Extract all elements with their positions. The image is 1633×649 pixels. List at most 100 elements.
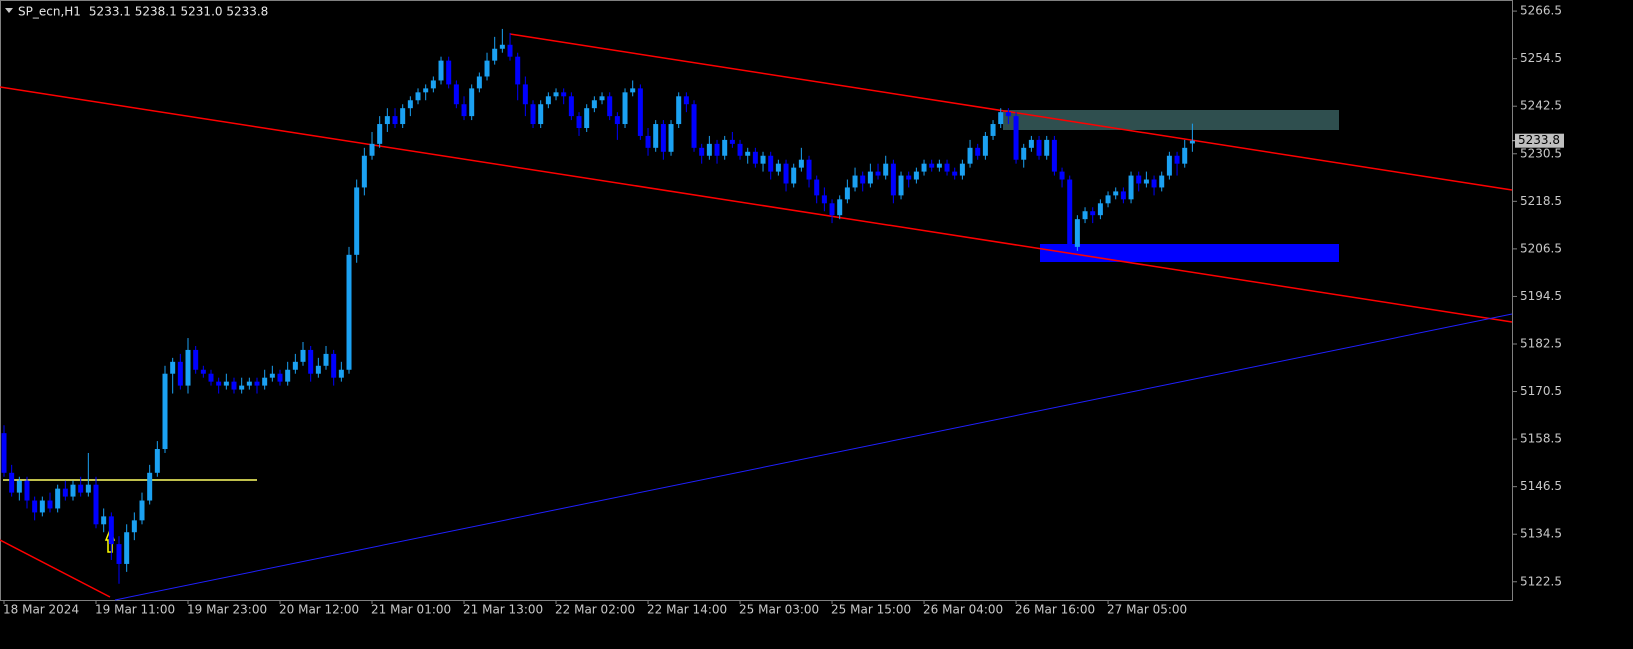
candle-body — [223, 381, 229, 386]
candle-body — [791, 167, 797, 184]
candle-body — [906, 175, 912, 180]
candle-body — [484, 60, 490, 77]
candle-body — [729, 139, 735, 144]
candle-body — [354, 187, 360, 255]
candle-body — [1105, 195, 1111, 204]
symbol-title: SP_ecn,H1 — [18, 5, 81, 19]
candle-body — [745, 151, 751, 156]
candle-body — [1, 433, 7, 473]
candle-body — [844, 187, 850, 200]
candle-body — [821, 195, 827, 204]
candle-body — [469, 88, 475, 117]
y-tick-label: 5242.5 — [1520, 99, 1562, 113]
candle-body — [346, 254, 352, 370]
candle-body — [875, 171, 881, 176]
y-tick-label: 5254.5 — [1520, 51, 1562, 65]
channel-lower — [0, 86, 1513, 323]
last-price-label: 5233.8 — [1518, 133, 1560, 147]
candle-body — [683, 96, 689, 105]
candle-body — [1021, 147, 1027, 160]
candle-body — [216, 381, 222, 386]
candle-body — [377, 124, 383, 144]
candle-body — [752, 151, 758, 164]
candle-body — [231, 381, 237, 390]
candle-body — [200, 369, 206, 374]
candle-body — [706, 143, 712, 156]
candle-body — [476, 76, 482, 89]
candle-body — [944, 163, 950, 172]
candle-body — [622, 92, 628, 125]
candle-body — [300, 349, 306, 362]
quote-text: 5233.1 5238.1 5231.0 5233.8 — [89, 5, 268, 19]
y-tick-label: 5134.5 — [1520, 527, 1562, 541]
candle-body — [637, 88, 643, 136]
y-tick-label: 5182.5 — [1520, 336, 1562, 350]
x-tick-label: 25 Mar 03:00 — [739, 603, 819, 617]
candle-body — [78, 484, 84, 493]
candle-body — [16, 480, 22, 493]
candle-body — [1013, 116, 1019, 160]
candle-body — [576, 116, 582, 129]
candle-body — [32, 500, 38, 513]
candle-body — [1136, 175, 1142, 184]
candle-body — [584, 108, 590, 129]
y-tick-label: 5194.5 — [1520, 289, 1562, 303]
candle-body — [959, 163, 965, 176]
candle-body — [407, 100, 413, 109]
candle-body — [55, 488, 61, 509]
candle-body — [737, 143, 743, 156]
candle-body — [446, 60, 452, 85]
candle-body — [890, 163, 896, 196]
x-tick-label: 19 Mar 11:00 — [95, 603, 175, 617]
candle-body — [852, 175, 858, 188]
candle-body — [591, 100, 597, 109]
y-tick-label: 5146.5 — [1520, 479, 1562, 493]
candle-body — [522, 84, 528, 105]
candle-body — [162, 373, 168, 450]
candle-body — [507, 44, 513, 57]
candle-body — [154, 449, 160, 473]
candle-body — [538, 104, 544, 125]
candle-body — [967, 147, 973, 164]
candle-body — [193, 349, 199, 370]
x-tick-label: 21 Mar 13:00 — [463, 603, 543, 617]
candle-body — [1151, 179, 1157, 188]
x-tick-label: 22 Mar 14:00 — [647, 603, 727, 617]
candle-body — [1166, 155, 1172, 176]
candle-body — [1189, 140, 1195, 144]
candle-body — [699, 147, 705, 156]
candle-body — [1059, 171, 1065, 180]
candle-body — [660, 124, 666, 152]
candle-body — [668, 124, 674, 152]
candle-body — [70, 484, 76, 497]
candle-body — [898, 175, 904, 196]
candle-body — [1051, 139, 1057, 172]
candle-body — [415, 92, 421, 101]
zone-resistance — [1003, 110, 1339, 130]
candle-body — [1028, 139, 1034, 148]
candle-body — [798, 159, 804, 168]
candle-body — [561, 92, 567, 97]
candle-body — [829, 203, 835, 216]
candle-body — [1128, 175, 1134, 200]
candle-body — [331, 353, 337, 378]
candle-body — [691, 104, 697, 148]
candle-body — [438, 60, 444, 81]
candle-body — [1120, 191, 1126, 200]
candle-body — [269, 373, 275, 378]
candle-body — [607, 96, 613, 117]
x-tick-label: 22 Mar 02:00 — [555, 603, 635, 617]
candle-body — [246, 381, 252, 386]
candle-body — [308, 349, 314, 374]
candle-body — [1005, 112, 1011, 117]
y-tick-label: 5218.5 — [1520, 194, 1562, 208]
candle-body — [62, 488, 68, 497]
candle-body — [1044, 139, 1050, 156]
candle-body — [93, 484, 99, 525]
candle-body — [568, 96, 574, 117]
x-tick-label: 20 Mar 12:00 — [279, 603, 359, 617]
last-price-box — [1515, 133, 1564, 148]
candle-body — [545, 96, 551, 105]
candle-body — [85, 484, 91, 493]
candle-body — [990, 124, 996, 136]
